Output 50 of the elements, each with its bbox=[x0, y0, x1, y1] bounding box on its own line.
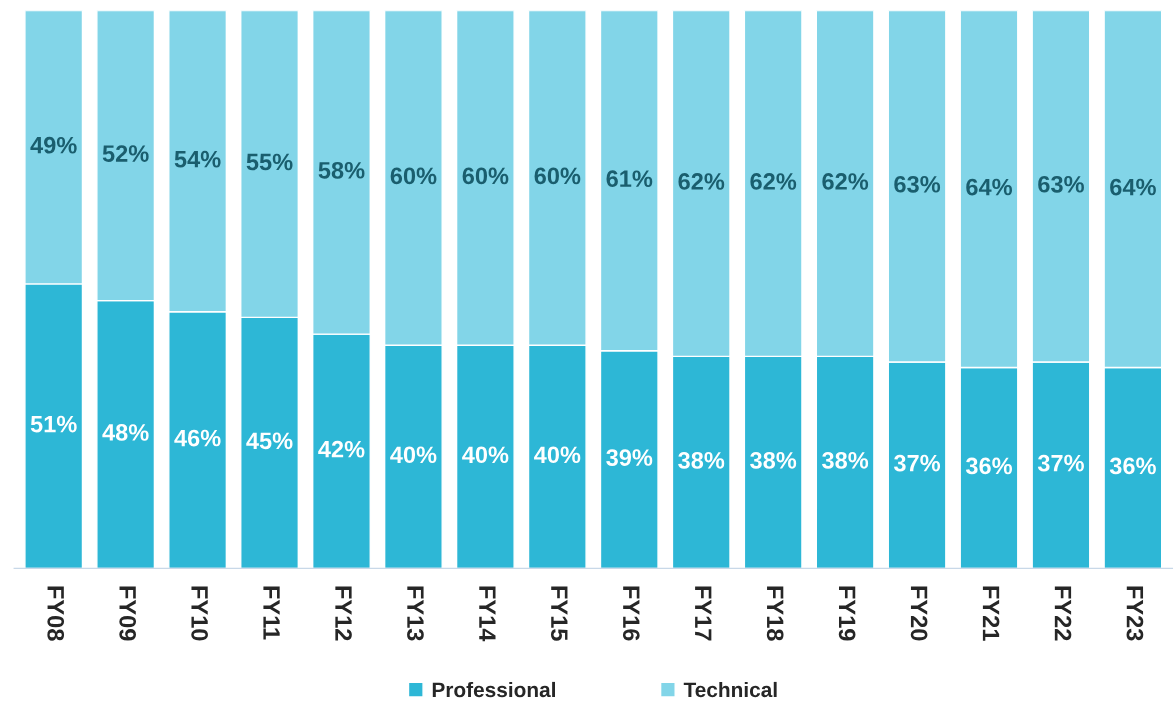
x-tick-label: FY20 bbox=[910, 586, 928, 641]
x-tick-label: FY14 bbox=[479, 586, 496, 642]
data-label: 40% bbox=[534, 446, 581, 464]
data-label: 60% bbox=[462, 167, 509, 185]
data-label: 42% bbox=[318, 440, 365, 458]
data-label: 39% bbox=[606, 449, 653, 466]
x-tick-label: FY13 bbox=[407, 586, 424, 641]
x-tick-label: FY18 bbox=[766, 586, 784, 641]
x-tick-label: FY17 bbox=[695, 586, 712, 641]
data-label: 62% bbox=[678, 173, 725, 190]
data-label: 38% bbox=[678, 451, 725, 469]
data-label: 36% bbox=[1109, 457, 1156, 475]
legend-label: Professional bbox=[432, 681, 555, 698]
x-tick-label: FY21 bbox=[982, 586, 1000, 641]
data-label: 36% bbox=[965, 457, 1013, 475]
data-label: 61% bbox=[606, 170, 653, 188]
data-label: 46% bbox=[174, 429, 221, 447]
x-tick-label: FY09 bbox=[119, 586, 137, 641]
x-tick-label: FY16 bbox=[622, 586, 640, 641]
x-tick-label: FY15 bbox=[550, 586, 568, 641]
data-label: 51% bbox=[30, 415, 77, 433]
data-label: 37% bbox=[893, 454, 941, 472]
data-label: 63% bbox=[894, 175, 941, 193]
data-label: 58% bbox=[318, 161, 365, 179]
data-label: 38% bbox=[750, 451, 797, 469]
x-tick-label: FY11 bbox=[263, 586, 280, 640]
x-tick-label: FY22 bbox=[1054, 586, 1072, 641]
data-label: 60% bbox=[534, 167, 581, 185]
data-label: 40% bbox=[462, 446, 509, 464]
data-label: 37% bbox=[1037, 454, 1084, 472]
data-label: 64% bbox=[966, 178, 1013, 196]
data-label: 38% bbox=[822, 451, 869, 469]
data-label: 62% bbox=[750, 173, 797, 190]
legend-label: Technical bbox=[683, 681, 777, 698]
data-label: 64% bbox=[1110, 178, 1156, 196]
data-label: 55% bbox=[246, 153, 293, 171]
data-label: 52% bbox=[102, 145, 149, 162]
x-tick-label: FY19 bbox=[838, 586, 856, 641]
data-label: 40% bbox=[390, 446, 437, 464]
x-tick-label: FY08 bbox=[47, 586, 65, 641]
data-label: 63% bbox=[1038, 175, 1084, 193]
x-tick-label: FY23 bbox=[1126, 586, 1144, 641]
x-tick-label: FY10 bbox=[191, 586, 208, 641]
data-label: 48% bbox=[102, 424, 149, 441]
x-tick-label: FY12 bbox=[335, 586, 352, 641]
data-label: 60% bbox=[390, 167, 437, 185]
data-label: 62% bbox=[822, 173, 869, 190]
data-label: 45% bbox=[246, 432, 293, 450]
data-label: 49% bbox=[30, 136, 77, 154]
data-label: 54% bbox=[174, 150, 221, 168]
